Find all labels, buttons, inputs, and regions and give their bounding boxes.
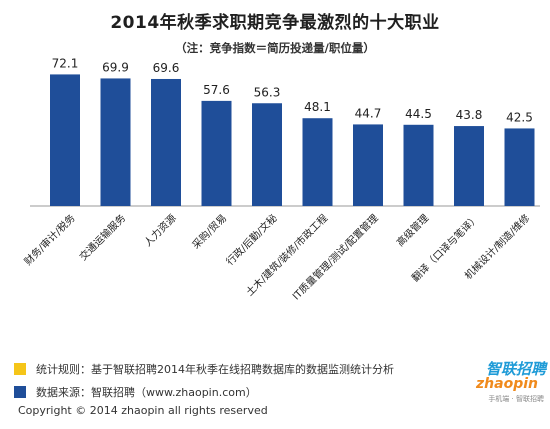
logo-chinese-text: 智联招聘 (485, 360, 546, 378)
bar-value-label-9: 43.8 (456, 108, 483, 122)
legend-item-rule: 统计规则：基于智联招聘2014年秋季在线招聘数据库的数据监测统计分析 (14, 361, 394, 377)
chart-title: 2014年秋季求职期竞争最激烈的十大职业 (110, 13, 440, 33)
legend-label-source: 数据来源：智联招聘（www.zhaopin.com） (36, 386, 257, 399)
category-label-2: 交通运输服务 (77, 211, 129, 263)
bar-8 (403, 124, 434, 206)
category-label-5: 行政/后勤/文秘 (223, 211, 279, 267)
bar-chart: 72.1 财务/审计/税务 69.9 交通运输服务 69.6 人力资源 57.6 采购/贸易 5… (21, 56, 540, 303)
bar-10 (504, 128, 535, 206)
zhaopin-logo: 智联招聘 zhaopin 手机端 · 智联招聘 (462, 358, 548, 410)
legend-item-source: 数据来源：智联招聘（www.zhaopin.com） (14, 384, 257, 400)
category-label-7: IT质量管理/测试/配置管理 (290, 211, 381, 302)
bar-value-label-5: 56.3 (254, 85, 281, 99)
legend-swatch-rule (14, 363, 26, 375)
logo-english-text: zhaopin (476, 376, 538, 392)
bar-9 (454, 126, 484, 206)
bar-value-label-8: 44.5 (405, 107, 432, 121)
bar-4 (201, 100, 232, 206)
legend-swatch-source (14, 386, 26, 398)
chart-subtitle: （注：竞争指数＝简历投递量/职位量） (175, 41, 375, 55)
logo-subtext: 手机端 · 智联招聘 (488, 395, 544, 403)
bar-6 (302, 118, 333, 206)
legend-label-rule: 统计规则：基于智联招聘2014年秋季在线招聘数据库的数据监测统计分析 (36, 363, 394, 376)
bar-value-label-4: 57.6 (203, 83, 230, 97)
bar-7 (353, 124, 383, 206)
category-label-8: 高级管理 (394, 211, 431, 248)
bar-value-label-2: 69.9 (102, 60, 129, 74)
category-label-6: 土木/建筑/装修/市政工程 (243, 211, 330, 298)
copyright-text: Copyright © 2014 zhaopin all rights rese… (18, 404, 268, 417)
bar-2 (100, 78, 131, 206)
bar-5 (252, 103, 282, 206)
bar-3 (151, 78, 181, 206)
category-label-4: 采购/贸易 (189, 211, 229, 251)
bar-value-label-1: 72.1 (52, 56, 79, 70)
bar-value-label-3: 69.6 (153, 61, 180, 75)
bar-value-label-7: 44.7 (355, 106, 382, 120)
category-label-1: 财务/审计/税务 (21, 211, 77, 267)
bar-value-label-10: 42.5 (506, 110, 533, 124)
bar-value-label-6: 48.1 (304, 100, 331, 114)
bar-1 (50, 74, 80, 206)
category-label-3: 人力资源 (141, 211, 178, 248)
